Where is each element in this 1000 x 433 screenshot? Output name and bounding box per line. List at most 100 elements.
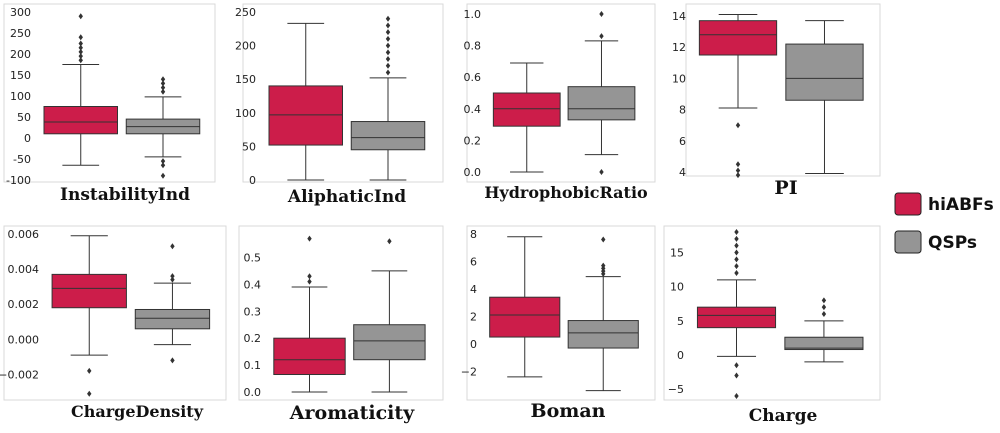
- outlier-point: [599, 33, 604, 40]
- y-tick-label: 50: [242, 140, 256, 153]
- y-tick-label: 0.6: [464, 71, 482, 84]
- box-qsps: [134, 243, 211, 364]
- outlier-point: [735, 122, 741, 129]
- box-hiabfs: [489, 236, 561, 378]
- y-tick-label: 0.4: [244, 278, 262, 291]
- legend: hiABFs QSPs: [894, 192, 994, 254]
- outlier-point: [160, 158, 166, 165]
- iqr-box: [567, 86, 636, 121]
- legend-swatch-qsps: [894, 230, 922, 254]
- outlier-point: [734, 235, 739, 242]
- outlier-point: [734, 362, 739, 369]
- outlier-point: [735, 172, 741, 179]
- y-tick-label: 0.006: [8, 228, 40, 241]
- panel-frame: [466, 225, 656, 401]
- y-tick-label: 8: [470, 228, 477, 241]
- y-tick-label: 15: [670, 247, 684, 260]
- outlier-point: [160, 162, 166, 169]
- y-tick-label: 0.8: [464, 40, 482, 53]
- iqr-box: [492, 92, 561, 127]
- iqr-box: [350, 121, 426, 151]
- y-tick-label: 0.3: [244, 305, 262, 318]
- y-tick-label: 10: [672, 72, 686, 85]
- box-qsps: [567, 236, 639, 392]
- outlier-point: [385, 49, 391, 56]
- panel-title: AliphaticInd: [287, 187, 406, 207]
- panel-frame: [3, 3, 216, 183]
- outlier-point: [385, 22, 391, 29]
- y-tick-label: 200: [235, 40, 256, 53]
- y-tick-label: 6: [470, 255, 477, 268]
- panel-chargedensity: −0.002 0.000 0.002 0.004 0.006 ChargeDensity: [0, 225, 227, 421]
- y-tick-label: 300: [10, 6, 31, 19]
- outlier-point: [601, 262, 606, 269]
- panel-frame: [466, 3, 656, 183]
- outlier-point: [307, 235, 312, 242]
- outlier-point: [87, 390, 92, 397]
- legend-swatch-hiabfs: [894, 192, 922, 216]
- panel-frame: [663, 225, 881, 401]
- y-tick-label: 0.2: [244, 332, 262, 345]
- outlier-point: [385, 69, 391, 76]
- y-tick-label: 200: [10, 48, 31, 61]
- outlier-point: [599, 169, 604, 175]
- y-tick-label: 0.004: [8, 263, 40, 276]
- iqr-box: [489, 296, 561, 338]
- panel-title: Boman: [531, 400, 606, 422]
- y-tick-label: 0.0: [464, 166, 482, 179]
- outlier-point: [160, 76, 166, 83]
- y-tick-label: 100: [10, 90, 31, 103]
- y-tick-label: 1.0: [464, 8, 482, 21]
- outlier-point: [735, 167, 741, 174]
- panel-pi: 4 6 8 10 12 14 PI: [672, 3, 881, 199]
- y-tick-label: 0: [470, 338, 477, 351]
- iqr-box: [273, 337, 346, 376]
- box-hiabfs: [268, 22, 343, 181]
- outlier-point: [734, 263, 739, 270]
- y-tick-label: 0: [24, 132, 31, 145]
- box-hiabfs: [273, 235, 346, 393]
- box-qsps: [785, 20, 864, 175]
- panel-charge: −5 0 5 10 15 Charge: [663, 225, 881, 426]
- legend-label-qsps: QSPs: [928, 233, 977, 253]
- iqr-box: [51, 273, 127, 309]
- outlier-point: [385, 15, 391, 22]
- outlier-point: [78, 13, 83, 20]
- outlier-point: [385, 29, 391, 36]
- box-qsps: [567, 11, 636, 175]
- iqr-box: [353, 324, 426, 361]
- panel-aromaticity: 0.0 0.1 0.2 0.3 0.4 0.5 Aromaticity: [238, 225, 444, 424]
- outlier-point: [601, 236, 606, 243]
- panel-frame: [685, 3, 881, 177]
- outlier-point: [734, 372, 739, 379]
- outlier-point: [387, 238, 392, 245]
- y-tick-label: 2: [470, 310, 477, 323]
- iqr-box: [785, 43, 864, 101]
- outlier-point: [734, 256, 739, 263]
- y-tick-label: 150: [235, 73, 256, 86]
- y-tick-label: 0.5: [244, 251, 262, 264]
- y-tick-label: 0.002: [8, 298, 40, 311]
- y-tick-label: −5: [668, 383, 684, 396]
- panel-title: Aromaticity: [289, 402, 415, 424]
- y-tick-label: 0.000: [8, 333, 40, 346]
- outlier-point: [78, 34, 83, 41]
- outlier-point: [78, 40, 83, 47]
- outlier-point: [821, 311, 827, 317]
- y-tick-label: 250: [10, 27, 31, 40]
- y-tick-label: 50: [17, 111, 31, 124]
- iqr-box: [784, 336, 864, 351]
- outlier-point: [78, 53, 83, 60]
- y-tick-label: 0.1: [244, 359, 262, 372]
- outlier-point: [734, 270, 739, 276]
- outlier-point: [170, 243, 175, 250]
- outlier-point: [599, 11, 604, 17]
- outlier-point: [87, 367, 92, 374]
- panel-frame: [3, 225, 227, 401]
- box-hiabfs: [696, 229, 777, 399]
- panel-instabilityind: -100 -50 0 50 100 150 200 250 300 InstabilityInd: [3, 3, 216, 205]
- iqr-box: [698, 20, 778, 56]
- y-tick-label: -100: [6, 174, 31, 187]
- outlier-point: [734, 242, 739, 249]
